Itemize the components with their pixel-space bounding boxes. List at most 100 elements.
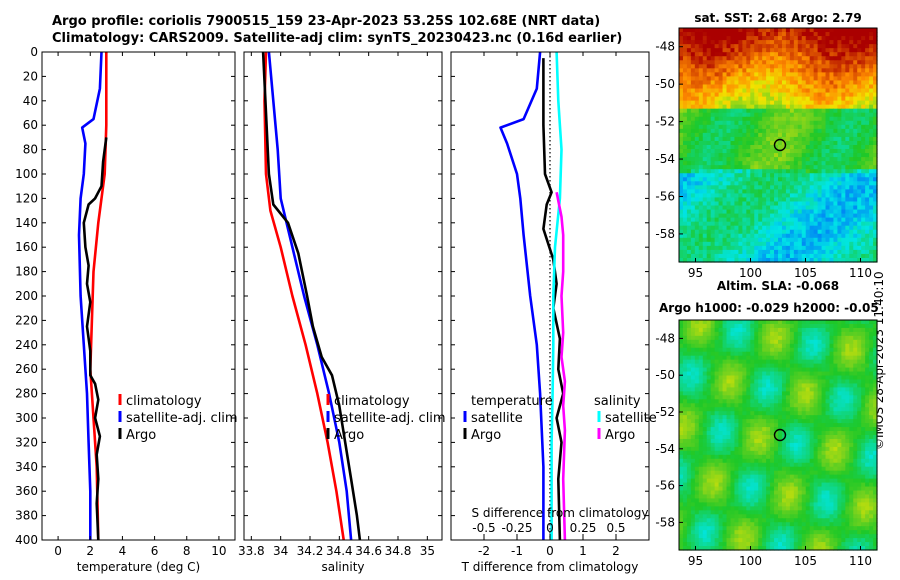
map-cell: [690, 367, 696, 373]
map-cell: [714, 454, 720, 460]
map-cell: [682, 427, 688, 432]
map-cell: [845, 327, 850, 333]
map-cell: [762, 197, 767, 203]
map-cell: [726, 100, 732, 106]
map-cell: [686, 84, 692, 90]
map-cell: [797, 193, 803, 199]
map-cell: [722, 383, 728, 389]
map-cell: [734, 96, 739, 102]
map-cell: [781, 124, 787, 130]
map-cell: [809, 48, 815, 53]
map-cell: [722, 399, 728, 404]
map-cell: [742, 124, 747, 130]
map-cell: [726, 387, 732, 392]
map-cell: [797, 173, 803, 178]
map-cell: [766, 140, 771, 146]
map-cell: [702, 442, 708, 448]
map-cell: [726, 391, 732, 396]
map-cell: [841, 245, 846, 251]
map-cell: [833, 60, 838, 65]
map-cell: [762, 124, 767, 130]
map-cell: [801, 427, 807, 432]
map-cell: [829, 64, 835, 69]
map-cell: [694, 403, 700, 408]
map-cell: [734, 367, 739, 373]
map-cell: [686, 446, 692, 452]
map-cell: [686, 351, 692, 357]
map-cell: [789, 363, 795, 369]
map-cell: [857, 450, 862, 456]
map-cell: [738, 245, 743, 251]
map-cell: [853, 415, 858, 420]
map-cell: [849, 28, 854, 33]
map-cell: [710, 104, 716, 110]
map-cell: [853, 379, 858, 385]
map-cell: [797, 375, 803, 381]
map-cell: [809, 383, 815, 389]
map-cell: [785, 327, 791, 333]
map-cell: [679, 132, 684, 138]
map-cell: [710, 32, 716, 37]
map-cell: [766, 399, 771, 404]
map-cell: [766, 189, 771, 195]
map-cell: [702, 104, 708, 110]
map-cell: [785, 339, 791, 345]
map-cell: [682, 80, 688, 86]
map-cell: [821, 72, 827, 78]
map-cell: [679, 229, 684, 235]
map-cell: [679, 165, 684, 170]
map-cell: [873, 205, 878, 211]
map-cell: [758, 28, 763, 33]
map-cell: [809, 454, 815, 460]
map-cell: [865, 320, 870, 325]
map-cell: [754, 52, 759, 57]
map-cell: [869, 249, 874, 255]
map-cell: [734, 237, 739, 243]
map-cell: [742, 116, 747, 122]
map-cell: [682, 419, 688, 424]
map-cell: [770, 48, 775, 53]
map-cell: [857, 237, 862, 243]
map-cell: [857, 64, 862, 69]
map-cell: [841, 237, 846, 243]
map-cell: [686, 132, 692, 138]
map-cell: [809, 450, 815, 456]
map-cell: [706, 213, 712, 219]
map-cell: [750, 124, 755, 130]
map-cell: [809, 225, 815, 231]
map-cell: [702, 197, 708, 203]
map-cell: [682, 438, 688, 444]
map-cell: [857, 32, 862, 37]
map-cell: [781, 149, 787, 154]
map-cell: [849, 36, 854, 41]
map-cell: [778, 68, 783, 73]
map-cell: [774, 201, 779, 207]
map-cell: [813, 169, 819, 174]
map-cell: [865, 68, 870, 73]
map-cell: [718, 132, 724, 138]
map-cell: [718, 458, 724, 464]
map-cell: [766, 173, 771, 178]
map-cell: [797, 323, 803, 329]
map-cell: [754, 253, 759, 259]
map-cell: [801, 367, 807, 373]
map-cell: [698, 36, 704, 41]
map-cell: [873, 76, 878, 82]
map-cell: [785, 60, 791, 65]
map-cell: [849, 72, 854, 78]
map-cell: [766, 80, 771, 86]
map-cell: [718, 253, 724, 259]
map-cell: [778, 80, 783, 86]
map-cell: [754, 149, 759, 154]
map-cell: [770, 375, 775, 381]
map-cell: [825, 403, 831, 408]
map-cell: [750, 339, 755, 345]
map-cell: [837, 136, 842, 142]
y-tick-label: 280: [15, 387, 38, 401]
map-cell: [766, 40, 771, 45]
x-tick-label: 0: [546, 544, 554, 558]
map-cell: [797, 112, 803, 118]
map-cell: [770, 320, 775, 325]
map-cell: [789, 371, 795, 377]
map-cell: [766, 339, 771, 345]
